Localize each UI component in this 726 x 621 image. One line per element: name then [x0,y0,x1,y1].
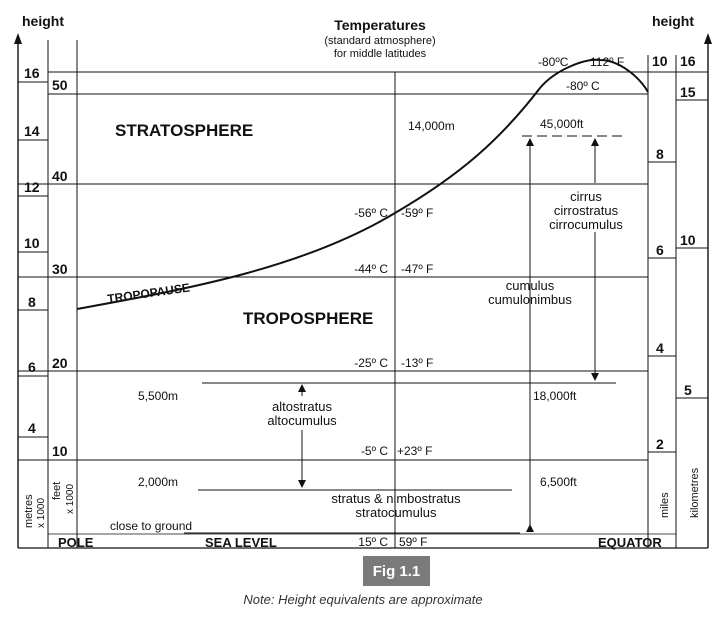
left-axis-arrowhead [14,33,22,44]
cloud-stratocumulus: stratocumulus [356,505,437,520]
metres-tick-8: 8 [28,294,36,310]
metres-tick-14: 14 [24,123,40,139]
tropopause-label: TROPOPAUSE [106,281,190,306]
temp-59-f: -59º F [401,206,433,220]
metres-tick-4: 4 [28,420,36,436]
miles-tick-10: 10 [652,53,668,69]
km-ticks [676,71,708,399]
metres-unit-label: metres [23,494,35,528]
stratosphere-label: STRATOSPHERE [115,121,253,140]
pole-label: POLE [58,535,94,550]
chart-subtitle-1: (standard atmosphere) [324,35,435,47]
right-axis-arrowhead [704,33,712,44]
cloud-stratus-nimbostratus: stratus & nimbostratus [331,491,461,506]
temp-25-c: -25º C [354,356,388,370]
close-to-ground-label: close to ground [110,519,192,533]
km-tick-5: 5 [684,382,692,398]
top-temp-f: 112º F [590,55,624,69]
equator-temp-c: -80º C [566,79,600,93]
metres-multiplier-label: x 1000 [36,498,47,528]
right-axis-title: height [652,13,694,29]
km-tick-10: 10 [680,232,696,248]
km-unit-label: kilometres [689,467,701,518]
miles-unit-label: miles [659,492,671,518]
feet-tick-30: 30 [52,261,68,277]
feet-unit-label: feet [51,482,63,500]
figure-caption-badge: Fig 1.1 [363,556,430,586]
km-tick-15: 15 [680,84,696,100]
equator-label: EQUATOR [598,535,662,550]
feet-tick-50: 50 [52,77,68,93]
chart-subtitle-2: for middle latitudes [334,48,427,60]
miles-tick-2: 2 [656,436,664,452]
troposphere-label: TROPOSPHERE [243,309,373,328]
miles-ticks [648,71,676,453]
tropopause-curve [76,58,649,310]
temp-47-f: -47º F [401,262,433,276]
figure-note: Note: Height equivalents are approximate [243,592,483,607]
temp-13-f: -13º F [401,356,433,370]
km-tick-16: 16 [680,53,696,69]
height-2000m: 2,000m [138,475,178,489]
miles-tick-6: 6 [656,242,664,258]
metres-tick-6: 6 [28,359,36,375]
height-45000ft: 45,000ft [540,117,584,131]
temp-59f-surface: 59º F [399,535,427,549]
cloud-altocumulus: altocumulus [267,413,337,428]
sea-level-label: SEA LEVEL [205,535,277,550]
temp-15-c: 15º C [358,535,388,549]
cloud-cirrostratus: cirrostratus [554,203,619,218]
height-5500m: 5,500m [138,389,178,403]
metres-tick-12: 12 [24,179,40,195]
height-6500ft: 6,500ft [540,475,577,489]
cloud-cumulus: cumulus [506,278,555,293]
temp-23-f: +23º F [397,444,432,458]
metres-tick-10: 10 [24,235,40,251]
miles-tick-4: 4 [656,340,664,356]
temp-44-c: -44º C [354,262,388,276]
feet-tick-40: 40 [52,168,68,184]
feet-tick-20: 20 [52,355,68,371]
temp-56-c: -56º C [354,206,388,220]
cloud-altostratus: altostratus [272,399,332,414]
cloud-cirrus: cirrus [570,189,602,204]
temp-5-c: -5º C [361,444,388,458]
height-14000m: 14,000m [408,119,455,133]
feet-tick-10: 10 [52,443,68,459]
miles-tick-8: 8 [656,146,664,162]
metres-ticks [18,81,48,438]
chart-title: Temperatures [334,17,426,33]
height-18000ft: 18,000ft [533,389,577,403]
cloud-cumulonimbus: cumulonimbus [488,292,572,307]
left-axis-title: height [22,13,64,29]
cloud-cirrocumulus: cirrocumulus [549,217,623,232]
top-temp-c: -80ºC [538,55,569,69]
feet-multiplier-label: x 1000 [65,484,76,514]
metres-tick-16: 16 [24,65,40,81]
